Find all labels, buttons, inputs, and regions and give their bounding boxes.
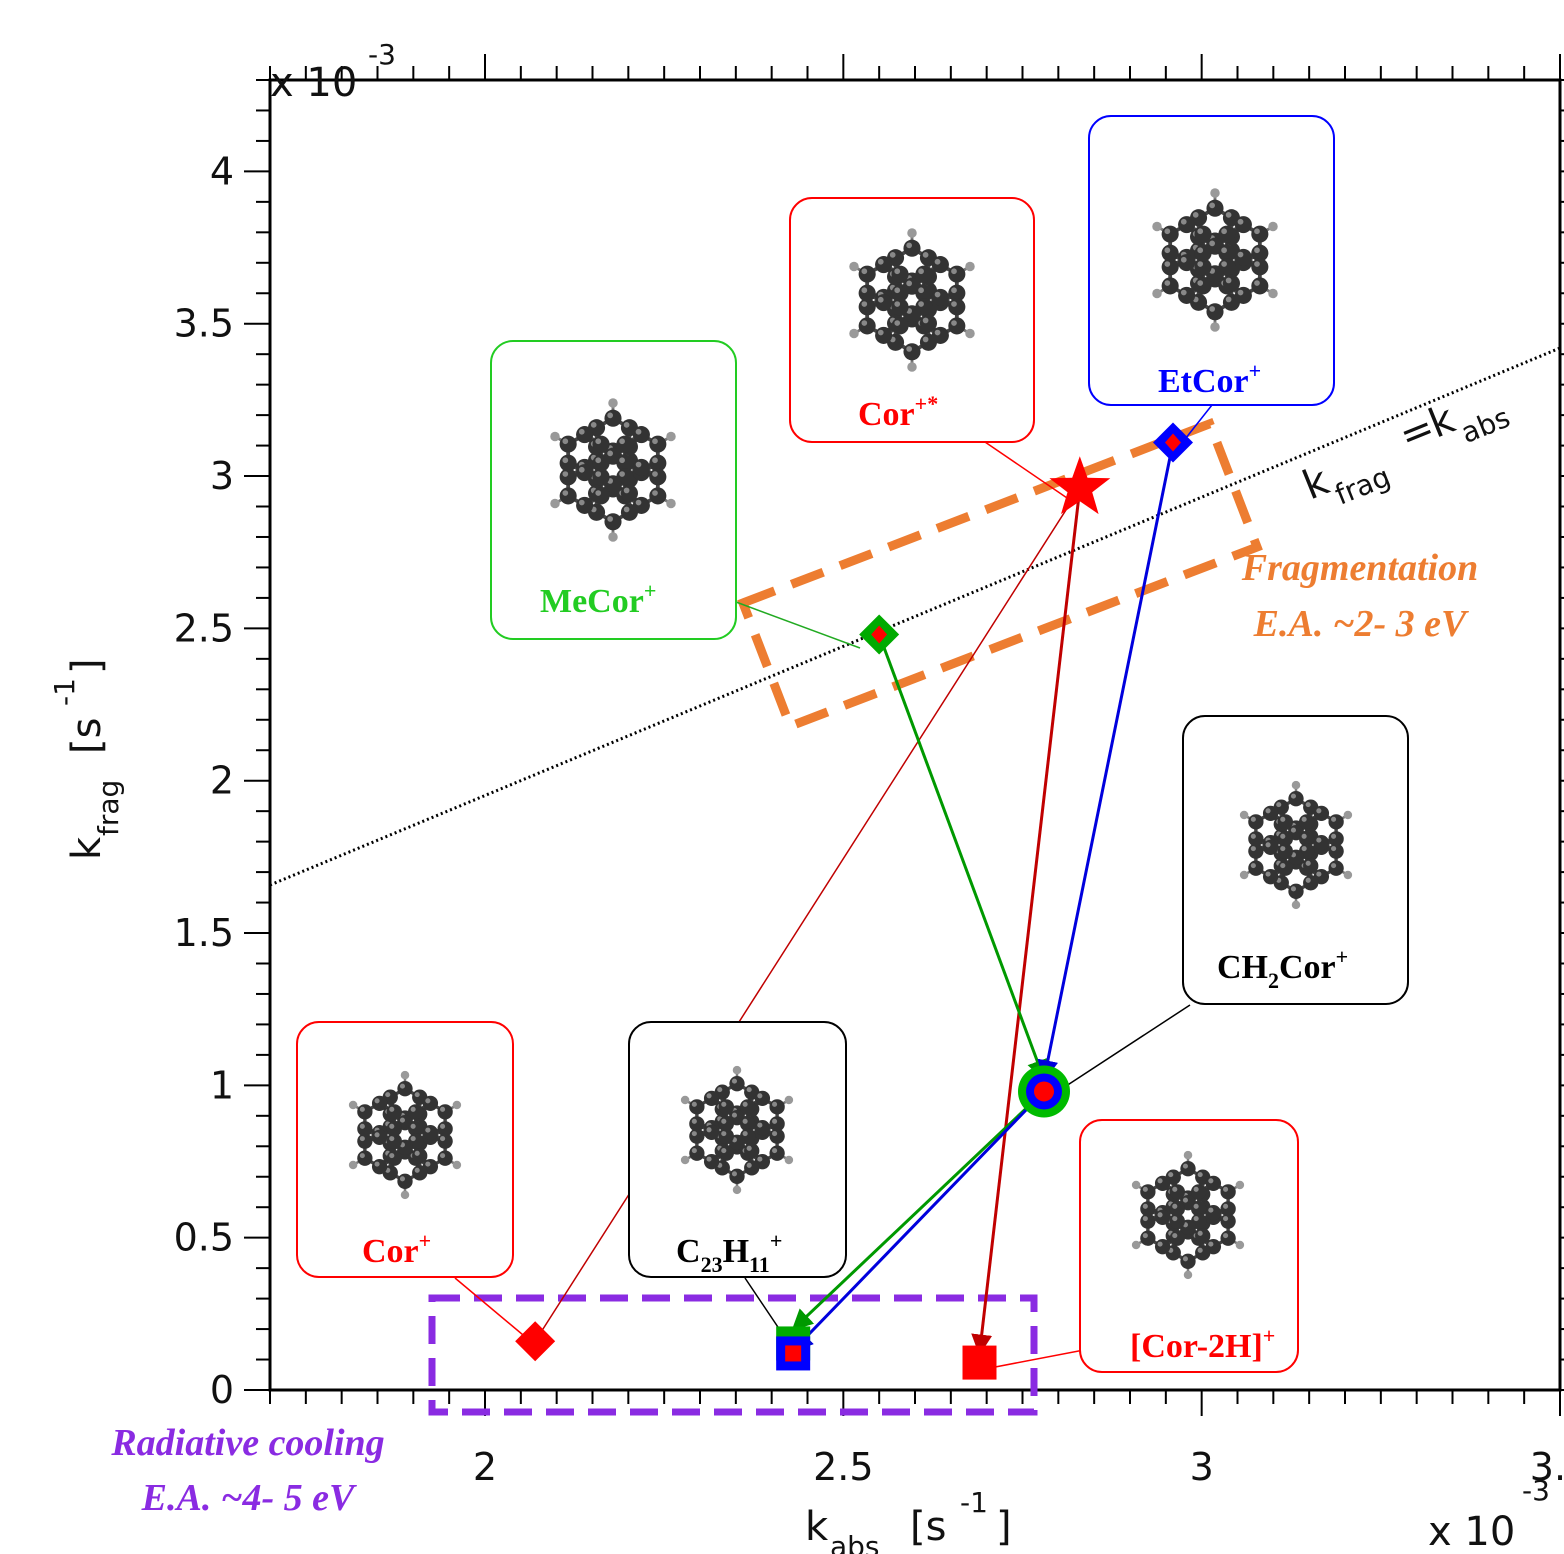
x-multiplier-text: x 10 (1428, 1509, 1515, 1554)
ch2cor-sup: + (1336, 944, 1349, 969)
x-label-exp: -1 (960, 1486, 988, 1519)
ch2cor-main: Cor (1279, 949, 1336, 986)
corstar-sup: +* (915, 391, 939, 416)
point-etcor (1153, 422, 1193, 463)
y-tick-label: 0 (210, 1368, 234, 1412)
x-tick-label: 2 (473, 1445, 497, 1489)
radiative-annotation: Radiative cooling E.A. ~4- 5 eV (110, 1422, 384, 1519)
molecule-icon (550, 398, 676, 542)
trajectory-arrow (791, 1090, 1046, 1352)
y-multiplier-text: x 10 (270, 60, 357, 106)
y-label-sub: frag (92, 780, 125, 836)
svg-text:Cor+*: Cor+* (858, 391, 938, 433)
y-tick-label: 1.5 (174, 911, 234, 955)
trajectory-arrow (1037, 442, 1175, 1082)
x-label-unit-close: ] (996, 1504, 1012, 1550)
x-tick-label: 3.5 (1530, 1445, 1564, 1489)
y-axis: 0 0.5 1 1.5 2 2.5 3 3.5 4 (174, 79, 1564, 1412)
x-label-unit: [s (910, 1504, 946, 1550)
fragmentation-annotation: Fragmentation E.A. ~2- 3 eV (1241, 547, 1479, 645)
x-axis-label: k abs [s -1 ] (805, 1486, 1012, 1554)
molecule-icon (348, 1070, 462, 1200)
point-cor (515, 1321, 556, 1362)
points (515, 422, 1193, 1380)
ch2cor-ch: CH (1217, 949, 1268, 986)
leaders (454, 404, 1213, 1369)
y-multiplier-exp: -3 (368, 38, 396, 71)
y-label-main: k (64, 836, 110, 860)
cor2h-sup: + (1263, 1323, 1276, 1348)
point-cor (1049, 456, 1111, 515)
fragmentation-text: Fragmentation (1241, 547, 1479, 589)
etcor-label: EtCor (1158, 363, 1249, 400)
x-multiplier: x 10 -3 (1428, 1474, 1550, 1554)
y-tick-label: 2.5 (174, 606, 234, 650)
c23h11-c: C (676, 1233, 701, 1270)
label-box-etcor: EtCor+ (1088, 115, 1335, 406)
molecule-icon (680, 1065, 794, 1195)
c23h11-hsub: 11 (749, 1252, 770, 1277)
y-tick-label: 2 (210, 759, 234, 803)
label-box-corstar: Cor+* (789, 197, 1035, 443)
radiative-box (428, 1294, 1038, 1416)
point-c23h11 (776, 1326, 811, 1371)
cor-plus-label: Cor (362, 1233, 419, 1270)
cor-plus-sup: + (419, 1228, 432, 1253)
trajectory-arrow (877, 633, 1048, 1082)
y-multiplier: x 10 -3 (270, 38, 396, 106)
svg-text:C23H11+: C23H11+ (676, 1228, 782, 1277)
trajectory-arrow (791, 1090, 1046, 1331)
x-tick-label: 3 (1190, 1445, 1214, 1489)
y-label-exp: -1 (48, 678, 81, 706)
point-cor2h (962, 1345, 997, 1380)
svg-text:[Cor-2H]+: [Cor-2H]+ (1130, 1323, 1275, 1365)
y-tick-label: 4 (210, 149, 234, 193)
y-label-unit: [s (64, 718, 110, 754)
radiative-ea: E.A. ~4- 5 eV (141, 1477, 357, 1519)
x-label-sub: abs (830, 1530, 880, 1554)
molecule-icon (849, 228, 975, 372)
y-tick-label: 3 (210, 454, 234, 498)
molecule-icon (1239, 780, 1353, 910)
etcor-sup: + (1249, 358, 1262, 383)
label-box-c23h11: C23H11+ (628, 1021, 847, 1278)
mecor-label: MeCor (540, 583, 644, 620)
x-label-main: k (805, 1504, 829, 1550)
fragmentation-box (737, 417, 1263, 733)
y-axis-label: k frag [s -1 ] (48, 658, 125, 860)
trajectory-arrow (971, 488, 1082, 1356)
y-tick-label: 1 (210, 1063, 234, 1107)
y-tick-label: 3.5 (174, 302, 234, 346)
label-box-cor-plus: Cor+ (296, 1021, 514, 1278)
point-mecor (859, 614, 900, 655)
svg-text:CH2Cor+: CH2Cor+ (1217, 944, 1348, 993)
cor2h-label: [Cor-2H] (1130, 1328, 1263, 1365)
x-multiplier-exp: -3 (1522, 1474, 1550, 1507)
molecule-icon (1152, 188, 1278, 332)
c23h11-h: H (723, 1233, 749, 1270)
arrows (534, 442, 1175, 1356)
y-label-unit-close: ] (64, 658, 110, 674)
label-box-mecor: MeCor+ (490, 340, 737, 640)
svg-text:Cor+: Cor+ (362, 1228, 431, 1270)
radiative-text: Radiative cooling (110, 1422, 384, 1464)
svg-text:MeCor+: MeCor+ (540, 578, 656, 620)
corstar-label: Cor (858, 396, 915, 433)
x-axis: 2 2.5 3 3.5 (269, 54, 1564, 1489)
c23h11-sup: + (770, 1228, 783, 1253)
label-box-cor2h: [Cor-2H]+ (1079, 1119, 1299, 1373)
mecor-sup: + (644, 578, 657, 603)
trajectory-arrow (534, 487, 1081, 1342)
fragmentation-ea: E.A. ~2- 3 eV (1253, 603, 1469, 645)
x-tick-label: 2.5 (813, 1445, 873, 1489)
svg-text:EtCor+: EtCor+ (1158, 358, 1261, 400)
ch2cor-sub: 2 (1268, 968, 1279, 993)
label-box-ch2cor: CH2Cor+ (1182, 715, 1409, 1005)
point-ch2cor (1018, 1065, 1070, 1118)
c23h11-csub: 23 (701, 1252, 723, 1277)
y-tick-label: 0.5 (174, 1216, 234, 1260)
molecule-icon (1131, 1150, 1245, 1280)
